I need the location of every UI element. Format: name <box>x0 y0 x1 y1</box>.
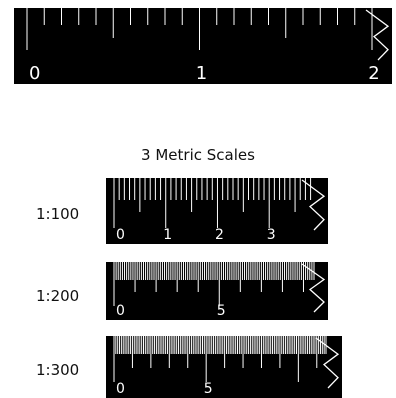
zigzag-end-icon <box>315 337 340 389</box>
ruler-number: 0 <box>116 303 125 319</box>
ruler-number: 5 <box>204 381 213 397</box>
ruler-number: 1 <box>196 63 207 84</box>
scale-label-1-200: 1:200 <box>36 287 80 305</box>
ruler-number: 2 <box>215 227 224 243</box>
ruler-number: 3 <box>267 227 276 243</box>
zigzag-end-icon <box>365 9 390 61</box>
ruler-number: 1 <box>163 227 172 243</box>
ruler-number: 0 <box>116 381 125 397</box>
ruler-number: 5 <box>217 303 226 319</box>
ruler-number: 2 <box>368 63 379 84</box>
ruler-number: 0 <box>116 227 125 243</box>
zigzag-end-icon <box>301 263 326 313</box>
zigzag-end-icon <box>301 179 326 231</box>
ruler-body <box>14 8 392 84</box>
scale-ruler-1-100: 0 1 2 3 <box>106 178 328 244</box>
big-ruler: 0 1 2 <box>14 8 392 84</box>
scales-heading: 3 Metric Scales <box>141 146 255 164</box>
scale-label-1-100: 1:100 <box>36 205 80 223</box>
ruler-number: 0 <box>29 63 40 84</box>
scale-label-1-300: 1:300 <box>36 361 80 379</box>
